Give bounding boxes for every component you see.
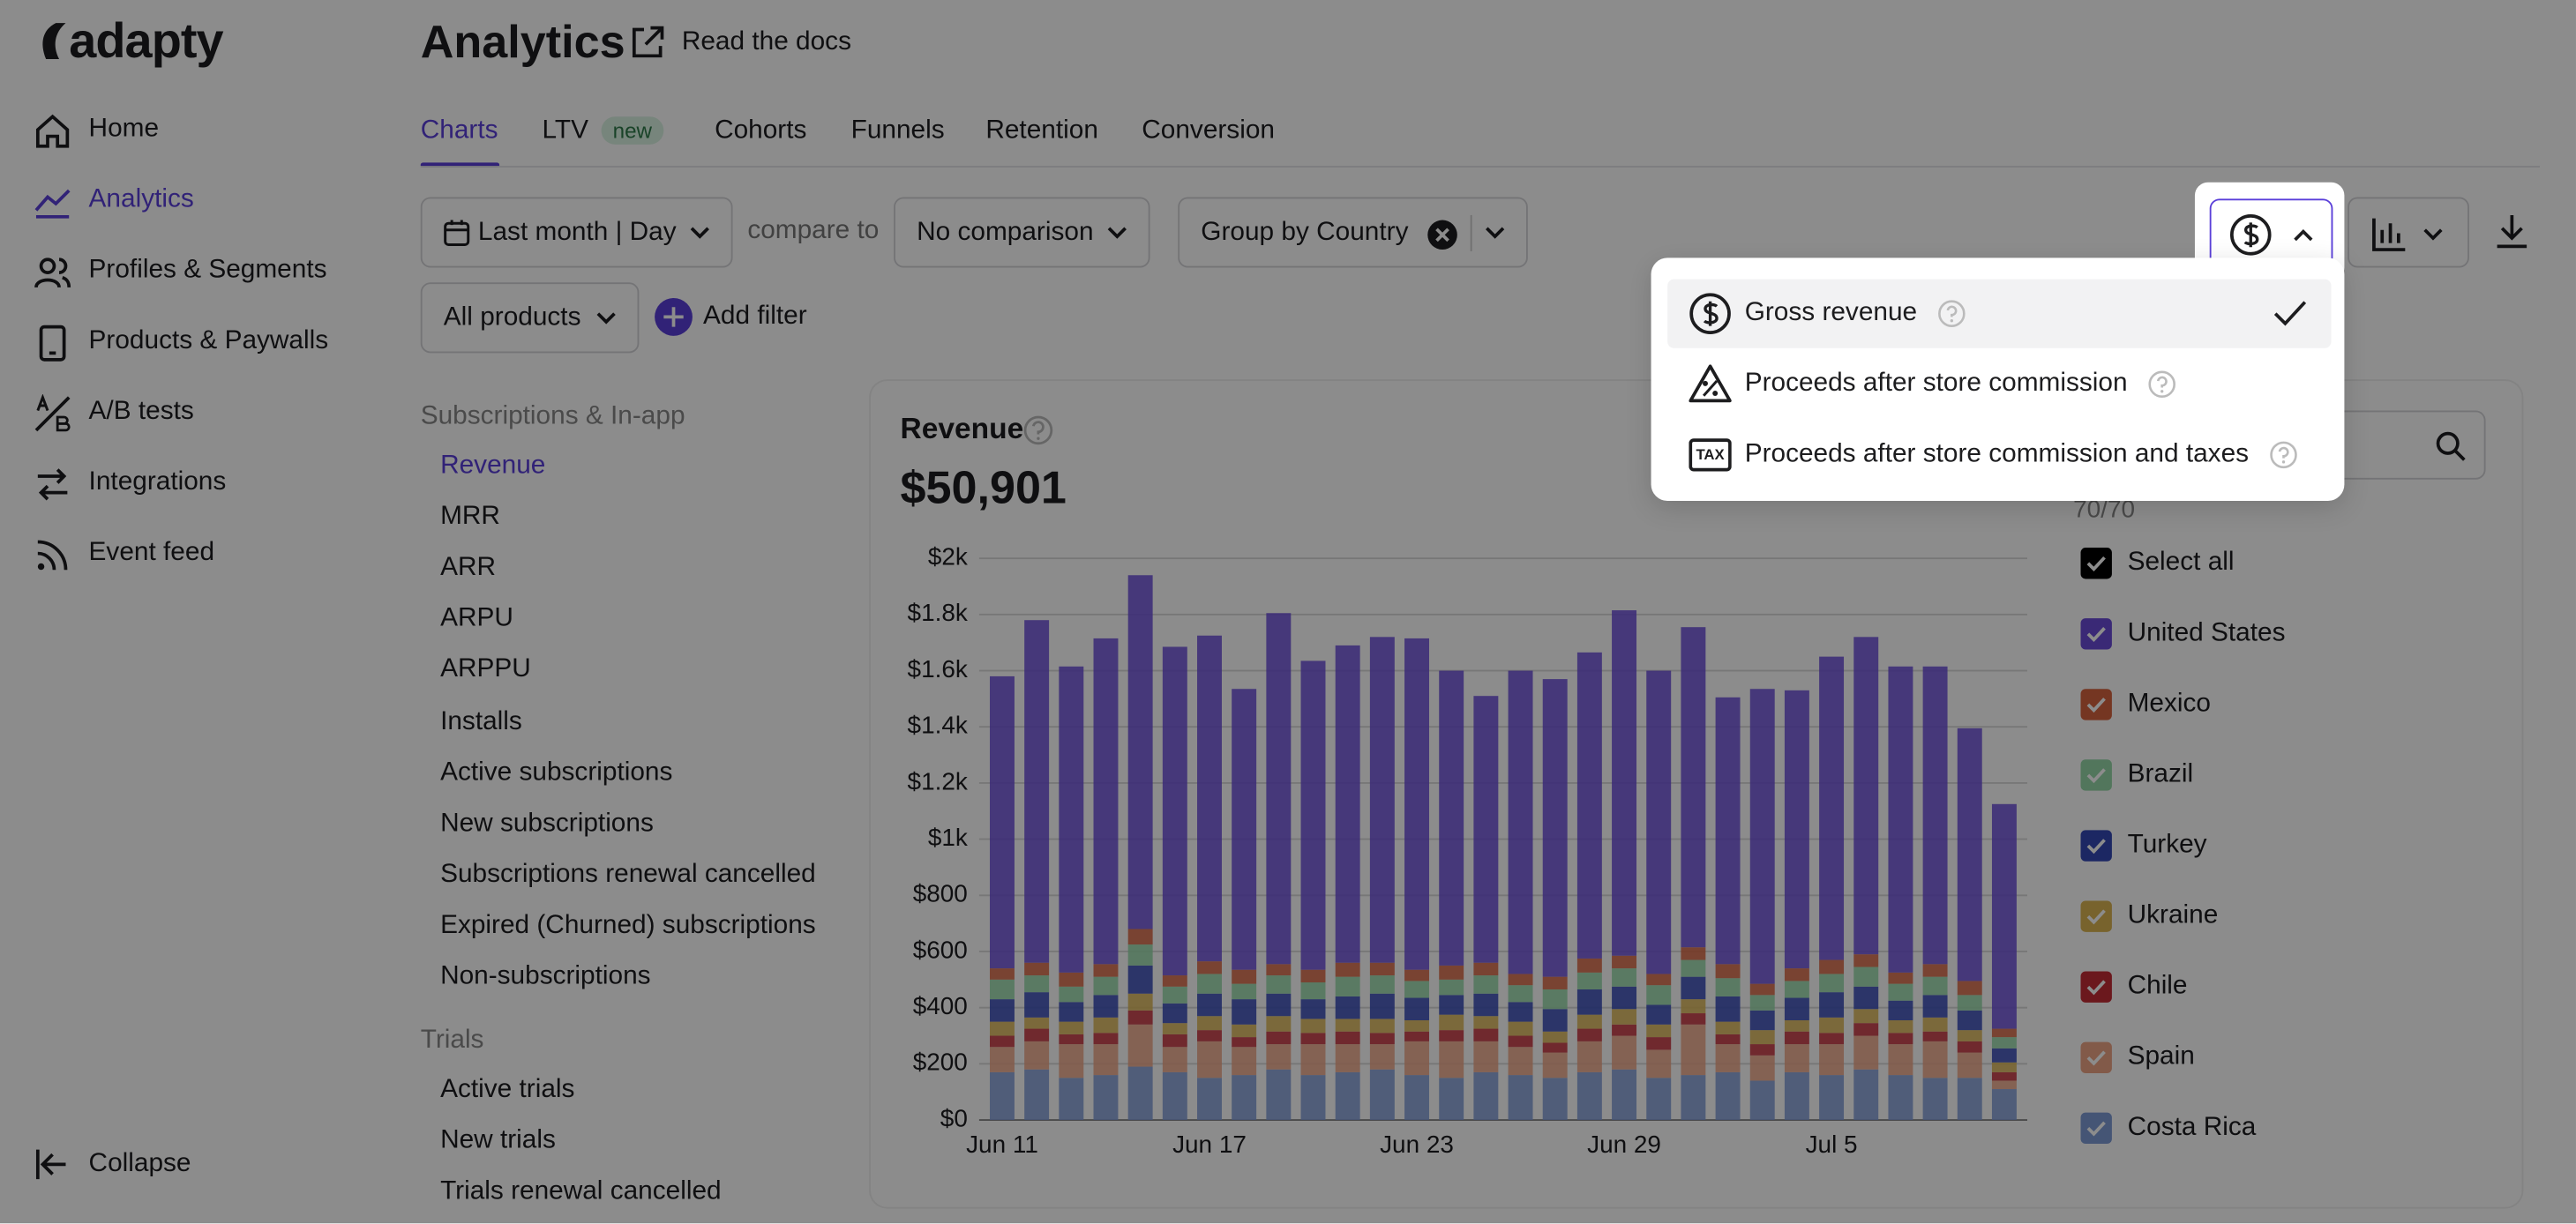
revenue-type-dropdown: Gross revenue Proceeds after store commis… <box>1651 257 2345 501</box>
selected-check <box>2272 297 2308 330</box>
option-label: Proceeds after store commission and taxe… <box>1745 440 2249 470</box>
currency-icon <box>2229 212 2315 257</box>
help-icon <box>2147 369 2177 399</box>
option-label: Gross revenue <box>1745 299 1917 329</box>
option-icon <box>1689 363 1731 406</box>
option-icon <box>1689 292 1731 334</box>
option-label: Proceeds after store commission <box>1745 369 2128 399</box>
help-icon <box>2268 440 2298 470</box>
option-icon: TAX <box>1689 434 1731 476</box>
dropdown-option[interactable]: Gross revenue <box>1667 280 2331 348</box>
dropdown-option[interactable]: Proceeds after store commission <box>1667 350 2331 419</box>
dropdown-option[interactable]: TAX Proceeds after store commission and t… <box>1667 421 2331 489</box>
help-icon <box>1936 299 1966 329</box>
option-icon-text: TAX <box>1696 446 1725 463</box>
